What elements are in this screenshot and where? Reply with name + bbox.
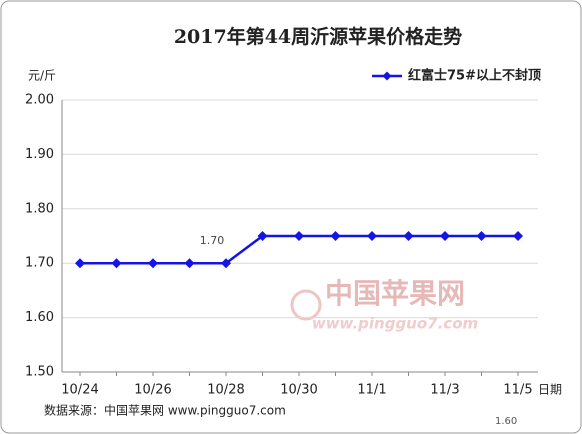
legend-marker [382, 71, 392, 81]
point-marker [148, 258, 158, 269]
watermark: 中国苹果网 [325, 277, 465, 310]
watermark-logo [290, 289, 322, 321]
chart-title: 2017年第44周沂源苹果价格走势 [174, 25, 462, 48]
y-tick-label: 1.80 [25, 201, 54, 216]
y-tick-label: 1.50 [25, 365, 54, 380]
y-tick-label: 1.70 [25, 256, 54, 271]
y-tick-label: 2.00 [25, 93, 54, 108]
x-tick-label: 10/30 [280, 383, 317, 398]
x-tick-label: 11/5 [503, 383, 532, 398]
annotation: 1.70 [200, 234, 225, 247]
annotation: 1.60 [495, 416, 517, 427]
point-marker [257, 231, 268, 241]
point-marker [221, 258, 231, 269]
point-marker [184, 258, 195, 269]
source: 数据来源：中国苹果网 www.pingguo7.com [44, 403, 286, 418]
x-tick-label: 11/1 [357, 383, 386, 398]
x-tick-label: 11/3 [430, 383, 459, 398]
point-marker [403, 231, 414, 241]
y-tick-label: 1.90 [25, 147, 54, 162]
x-axis-label: 日期 [538, 383, 562, 397]
point-marker [513, 231, 523, 241]
point-marker [294, 231, 304, 241]
point-marker [440, 231, 450, 241]
x-tick-label: 10/24 [61, 383, 98, 398]
x-tick-label: 10/26 [134, 383, 171, 398]
point-marker [111, 258, 122, 269]
y-axis-label: 元/斤 [28, 69, 56, 83]
point-marker [367, 231, 377, 241]
point-marker [330, 231, 341, 241]
legend-label: 红富士75#以上不封顶 [408, 68, 541, 84]
point-marker [476, 231, 487, 241]
watermark-url: www.pingguo7.com [312, 315, 478, 333]
x-tick-label: 10/28 [207, 383, 244, 398]
point-marker [75, 258, 85, 269]
y-tick-label: 1.60 [25, 310, 54, 325]
